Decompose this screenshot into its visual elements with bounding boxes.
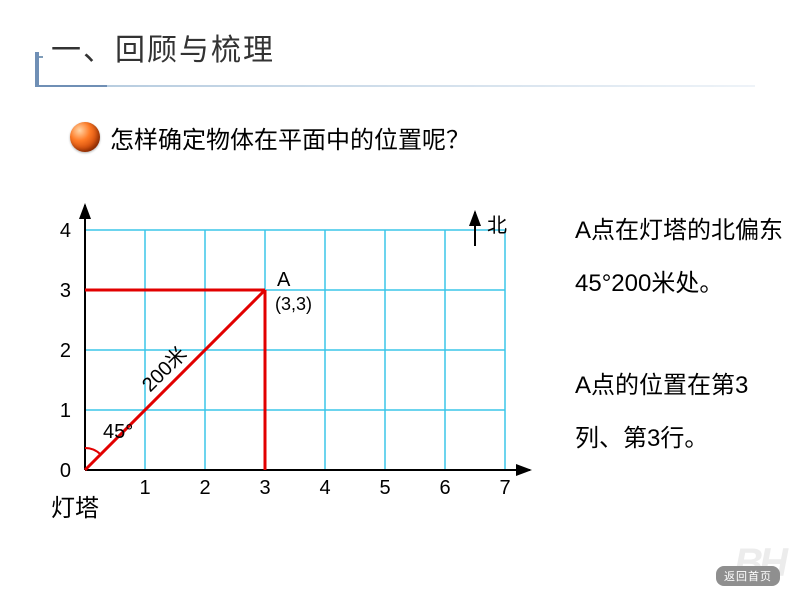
explanation-1: A点在灯塔的北偏东45°200米处。 [575, 205, 794, 311]
title-accent-bar [35, 52, 39, 86]
section-title: 一、回顾与梳理 [35, 25, 275, 69]
title-underline [35, 85, 755, 87]
x-tick-label: 4 [319, 477, 330, 499]
angle-label: 45° [103, 421, 133, 443]
explanation-2: A点的位置在第3列、第3行。 [575, 360, 794, 466]
y-tick-label: 2 [60, 340, 71, 362]
x-tick-label: 1 [139, 477, 150, 499]
point-a-label: A [277, 269, 291, 291]
coordinate-grid-diagram: 123456701234灯塔45°200米A(3,3)北 [30, 170, 550, 530]
x-tick-label: 6 [439, 477, 450, 499]
y-tick-label: 3 [60, 280, 71, 302]
angle-arc [85, 448, 101, 454]
point-a-coords: (3,3) [275, 294, 312, 314]
x-tick-label: 7 [499, 477, 510, 499]
red-diagonal-line [85, 290, 265, 470]
question-text: 怎样确定物体在平面中的位置呢？ [110, 120, 470, 155]
x-tick-label: 2 [199, 477, 210, 499]
x-tick-label: 3 [259, 477, 270, 499]
north-label: 北 [487, 214, 507, 237]
y-tick-label: 4 [60, 220, 71, 242]
bullet-sphere-icon [70, 122, 100, 152]
y-tick-label: 1 [60, 400, 71, 422]
x-tick-label: 5 [379, 477, 390, 499]
back-home-button[interactable]: 返回首页 [716, 566, 780, 586]
origin-label: 灯塔 [51, 495, 99, 522]
y-tick-label: 0 [60, 460, 71, 482]
title-text: 一、回顾与梳理 [51, 25, 275, 69]
